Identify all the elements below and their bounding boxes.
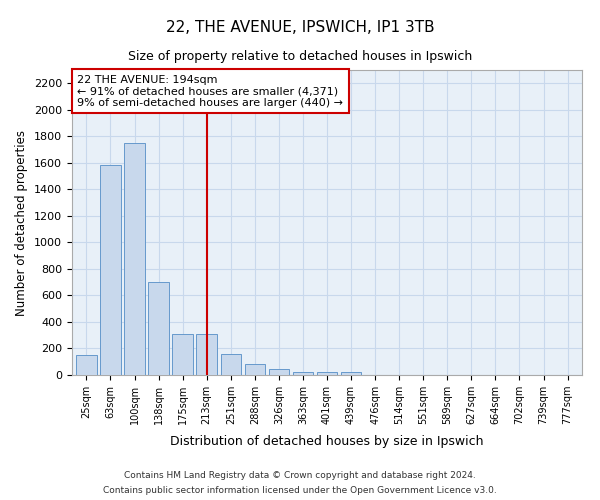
- Bar: [76, 355, 97, 375]
- Text: 22, THE AVENUE, IPSWICH, IP1 3TB: 22, THE AVENUE, IPSWICH, IP1 3TB: [166, 20, 434, 35]
- Bar: [293, 372, 313, 375]
- Y-axis label: Number of detached properties: Number of detached properties: [16, 130, 28, 316]
- Bar: [100, 166, 121, 375]
- Text: Contains public sector information licensed under the Open Government Licence v3: Contains public sector information licen…: [103, 486, 497, 495]
- Bar: [317, 372, 337, 375]
- Text: Size of property relative to detached houses in Ipswich: Size of property relative to detached ho…: [128, 50, 472, 63]
- Bar: [221, 354, 241, 375]
- Text: 22 THE AVENUE: 194sqm
← 91% of detached houses are smaller (4,371)
9% of semi-de: 22 THE AVENUE: 194sqm ← 91% of detached …: [77, 74, 343, 108]
- Bar: [148, 282, 169, 375]
- Text: Contains HM Land Registry data © Crown copyright and database right 2024.: Contains HM Land Registry data © Crown c…: [124, 471, 476, 480]
- Bar: [124, 143, 145, 375]
- Bar: [172, 334, 193, 375]
- Bar: [341, 372, 361, 375]
- X-axis label: Distribution of detached houses by size in Ipswich: Distribution of detached houses by size …: [170, 436, 484, 448]
- Bar: [245, 364, 265, 375]
- Bar: [196, 334, 217, 375]
- Bar: [269, 369, 289, 375]
